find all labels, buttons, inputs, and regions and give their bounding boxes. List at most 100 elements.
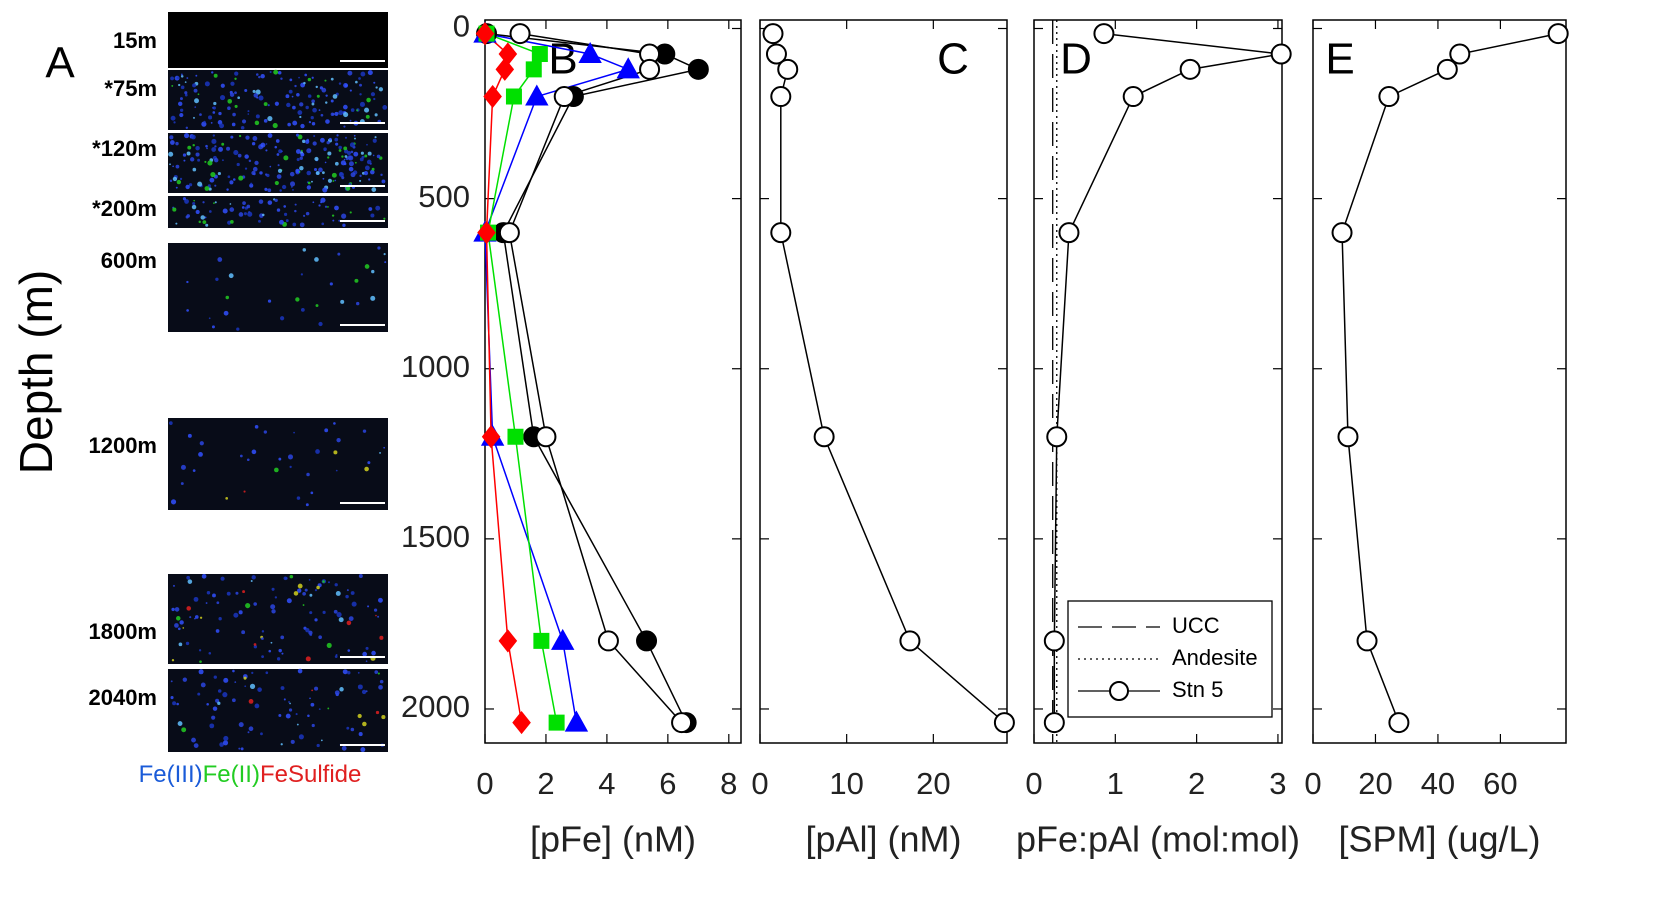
micrograph-dot: [267, 104, 270, 107]
micrograph-dot: [250, 182, 253, 185]
series-line: [1341, 32, 1559, 723]
micrograph-dot: [244, 167, 248, 170]
micrograph-dot: [195, 152, 200, 157]
legend-label: Andesite: [1172, 645, 1258, 670]
micrograph-dot: [223, 310, 229, 316]
micrograph-dot: [295, 297, 300, 302]
micrograph-dot: [355, 80, 358, 84]
micrograph-dot: [345, 594, 349, 599]
micrograph-dot: [336, 134, 339, 137]
micrograph-dot: [173, 121, 176, 124]
series-line: [486, 32, 701, 723]
micrograph: [168, 243, 388, 332]
micrograph-dot: [292, 222, 297, 227]
micrograph-dot: [302, 248, 307, 252]
micrograph-dot: [213, 101, 217, 106]
micrograph-dot: [283, 698, 286, 701]
micrograph-dot: [269, 165, 272, 168]
micrograph-dot: [219, 123, 225, 129]
micrograph-dot: [343, 146, 348, 151]
micrograph-dot: [338, 82, 342, 85]
x-axis-label: [pAl] (nM): [805, 819, 961, 860]
micrograph-dot: [174, 607, 180, 612]
micrograph-dot: [350, 172, 356, 178]
micrograph-dot: [295, 133, 299, 137]
micrograph-dot: [270, 641, 273, 644]
micrograph-dot: [310, 116, 314, 120]
micrograph-dot: [382, 105, 388, 110]
micrograph-dot: [364, 165, 370, 171]
x-tick-label: 0: [476, 766, 493, 801]
micrograph-dot: [185, 184, 190, 190]
micrograph-dot: [211, 138, 217, 145]
micrograph: [168, 12, 388, 68]
micrograph-dot: [223, 735, 229, 741]
micrograph-dot: [251, 671, 254, 675]
micrograph-dot: [238, 175, 244, 181]
micrograph-dot: [332, 219, 335, 222]
micrograph-dot: [364, 154, 368, 158]
micrograph-dot: [357, 713, 362, 719]
micrograph-dot: [295, 168, 300, 173]
y-axis-label: Depth (m): [10, 270, 62, 474]
micrograph-dot: [254, 120, 260, 126]
micrograph-dot: [338, 149, 342, 152]
micrograph-dot: [267, 188, 272, 193]
micrograph-dot: [225, 295, 230, 300]
series-line: [1053, 32, 1282, 723]
micrograph-dot: [347, 649, 351, 652]
micrograph-dot: [232, 112, 236, 117]
micrograph-dot: [371, 187, 377, 192]
micrograph-dot: [349, 142, 355, 148]
micrograph-dot: [305, 503, 309, 507]
micrograph-dot: [364, 466, 369, 472]
micrograph-dot: [319, 86, 323, 90]
micrograph-dot: [206, 703, 209, 706]
micrograph-dot: [379, 451, 381, 454]
micrograph-dot: [261, 630, 265, 633]
micrograph-dot: [295, 713, 298, 716]
micrograph-dot: [383, 253, 386, 256]
data-point: [1388, 712, 1410, 734]
micrograph-dot: [227, 99, 233, 104]
data-point: [777, 58, 799, 80]
micrograph-dot: [234, 681, 237, 683]
micrograph-dot: [289, 574, 294, 579]
micrograph-dot: [240, 125, 245, 130]
micrograph-dot: [180, 85, 185, 90]
micrograph-dot: [343, 125, 346, 128]
micrograph-dot: [238, 610, 243, 615]
micrograph-dot: [241, 630, 246, 635]
micrograph-dot: [232, 178, 236, 181]
plot-frame: [1312, 19, 1567, 744]
micrograph-dot: [314, 257, 319, 262]
micrograph-dot: [193, 596, 199, 602]
micrograph-dot: [205, 144, 208, 148]
micrograph-dot: [318, 321, 323, 327]
micrograph-dot: [272, 123, 278, 129]
micrograph-dot: [359, 179, 362, 182]
micrograph-dot: [300, 307, 305, 312]
micrograph-dot: [354, 161, 357, 164]
micrograph-dot: [347, 70, 353, 76]
micrograph-dot: [334, 137, 339, 142]
micrograph-dot: [220, 83, 225, 88]
micrograph-dot: [172, 176, 178, 182]
micrograph-dot: [325, 119, 330, 124]
data-point: [993, 712, 1015, 734]
micrograph-dot: [314, 618, 318, 622]
micrograph-dot: [212, 593, 216, 598]
micrograph-dot: [344, 136, 348, 139]
micrograph-dot: [219, 94, 226, 101]
micrograph-dot: [212, 706, 218, 711]
y-tick-label: 0: [453, 9, 470, 44]
micrograph-dot: [172, 207, 177, 212]
micrograph-dot: [338, 617, 344, 623]
micrograph-dot: [234, 91, 237, 95]
micrograph-dot: [359, 93, 362, 96]
micrograph-dot: [230, 220, 234, 224]
micrograph-dot: [198, 220, 201, 224]
micrograph-dot: [178, 101, 183, 106]
micrograph-dot: [292, 120, 298, 126]
micrograph-dot: [176, 76, 180, 80]
